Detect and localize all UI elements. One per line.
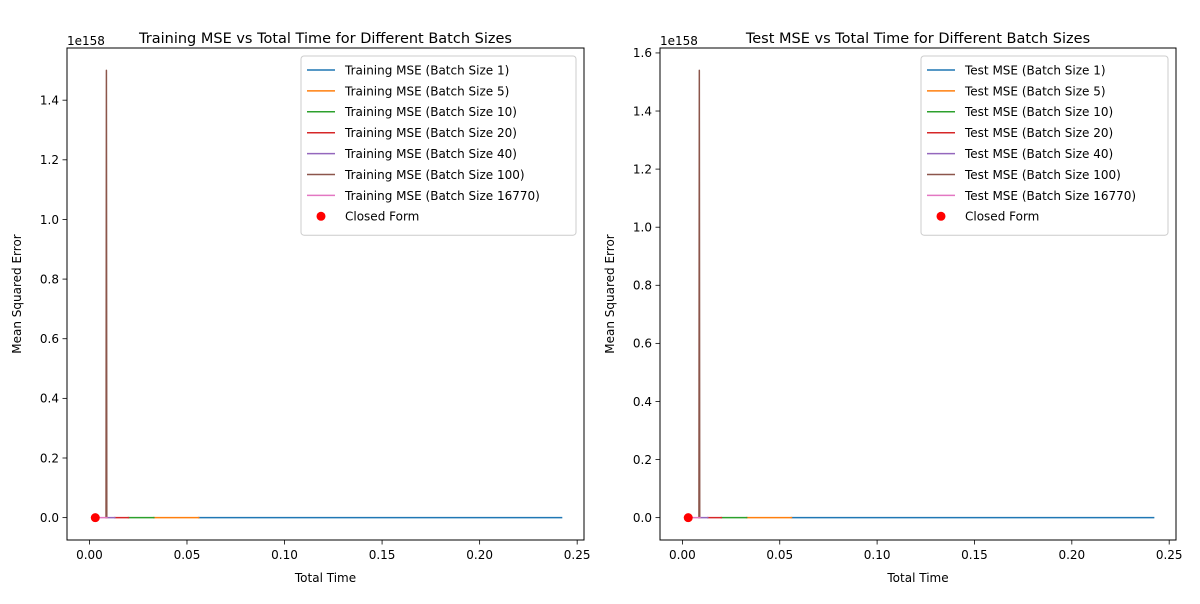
x-tick-label: 0.00 [669,548,696,562]
legend-entry-label: Test MSE (Batch Size 10) [964,105,1113,119]
legend-entry-label: Training MSE (Batch Size 16770) [344,189,540,203]
x-tick-label: 0.05 [174,548,201,562]
plot-area [90,69,563,523]
y-tick-label: 0.0 [40,511,59,525]
y-tick-label: 0.6 [40,332,59,346]
axes-frame [659,47,1177,541]
legend-entry-label: Training MSE (Batch Size 40) [344,147,517,161]
y-tick-label: 1.0 [40,213,59,227]
legend-entry-label: Training MSE (Batch Size 10) [344,105,517,119]
legend-swatch-point [316,211,326,221]
y-tick-label: 0.8 [633,279,652,293]
series-line-6 [698,69,701,519]
chart-title: Training MSE vs Total Time for Different… [138,31,512,47]
legend-entry-label: Closed Form [345,210,419,224]
y-tick-label: 0.0 [633,511,652,525]
x-tick-label: 0.15 [961,548,988,562]
legend-entry-label: Test MSE (Batch Size 20) [964,126,1113,140]
x-tick-label: 0.25 [564,548,591,562]
legend: Training MSE (Batch Size 1) Training MSE … [300,55,577,236]
y-tick-label: 0.2 [633,453,652,467]
x-axis-label: Total Time [294,571,356,585]
chart-panel-2: 0.00 0.05 0.10 0.15 0.20 0.25 0.0 0.2 0.4 0.6 0.8 1… [603,31,1183,585]
legend-box [300,55,577,236]
closed-form-point [90,513,100,523]
x-tick-label: 0.25 [1156,548,1183,562]
legend-entry-label: Test MSE (Batch Size 5) [964,84,1106,98]
legend-entry-label: Training MSE (Batch Size 20) [344,126,517,140]
x-tick-label: 0.10 [864,548,891,562]
legend-entry-label: Test MSE (Batch Size 16770) [964,189,1136,203]
y-tick-label: 0.8 [40,272,59,286]
y-tick-label: 0.4 [633,395,652,409]
x-axis-label: Total Time [886,571,948,585]
axes-frame [66,47,585,541]
chart-panel-1: 0.00 0.05 0.10 0.15 0.20 0.25 0.0 0.2 0.4 0.6 0.8 1… [10,31,591,585]
y-tick-label: 0.2 [40,451,59,465]
legend-entry-label: Training MSE (Batch Size 5) [344,84,509,98]
y-tick-label: 1.2 [40,153,59,167]
y-offset-label: 1e158 [67,34,105,48]
y-offset-label: 1e158 [660,34,698,48]
x-tick-label: 0.20 [466,548,493,562]
legend-box [920,55,1169,236]
x-tick-label: 0.20 [1058,548,1085,562]
chart-title: Test MSE vs Total Time for Different Bat… [745,31,1090,47]
y-tick-label: 1.0 [633,220,652,234]
y-tick-label: 0.4 [40,392,59,406]
series-line-6 [105,69,108,519]
legend-entry-label: Test MSE (Batch Size 100) [964,168,1121,182]
legend-entry-label: Training MSE (Batch Size 1) [344,63,509,77]
legend-entry-label: Test MSE (Batch Size 40) [964,147,1113,161]
legend-entry-label: Closed Form [965,210,1039,224]
x-tick-label: 0.05 [766,548,793,562]
x-tick-label: 0.00 [76,548,103,562]
y-tick-label: 1.2 [633,162,652,176]
legend: Test MSE (Batch Size 1) Test MSE (Batch S… [920,55,1169,236]
legend-entry-label: Test MSE (Batch Size 1) [964,63,1106,77]
y-tick-label: 1.6 [633,46,652,60]
y-tick-label: 1.4 [40,93,59,107]
plot-area [683,69,1155,523]
y-axis-label: Mean Squared Error [10,234,24,354]
x-tick-label: 0.15 [369,548,396,562]
x-tick-label: 0.10 [271,548,298,562]
y-tick-label: 1.4 [633,104,652,118]
legend-swatch-point [936,211,946,221]
closed-form-point [683,513,693,523]
legend-entry-label: Training MSE (Batch Size 100) [344,168,525,182]
y-tick-label: 0.6 [633,337,652,351]
y-axis-label: Mean Squared Error [603,234,617,354]
